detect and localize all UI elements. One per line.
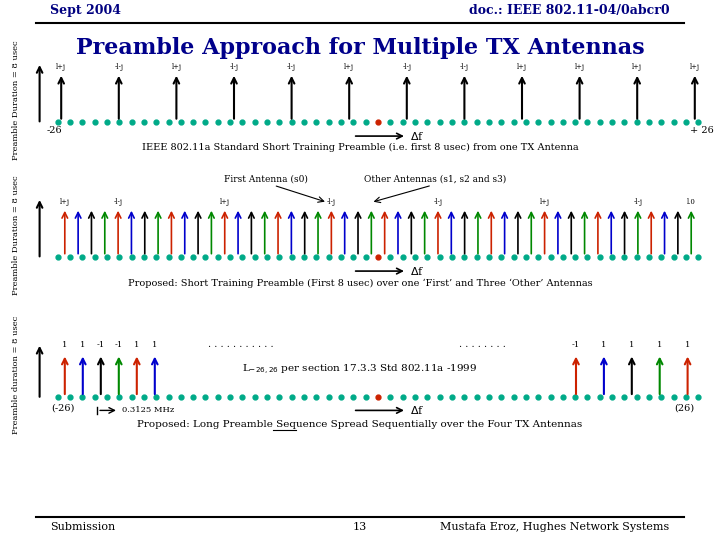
Text: L$_{-26,26}$ per section 17.3.3 Std 802.11a -1999: L$_{-26,26}$ per section 17.3.3 Std 802.… [243, 363, 477, 377]
Text: l+j: l+j [344, 63, 354, 71]
Text: Proposed: Short Training Preamble (First 8 usec) over one ‘First’ and Three ‘Oth: Proposed: Short Training Preamble (First… [127, 279, 593, 288]
Text: 1: 1 [657, 341, 662, 349]
Text: (-26): (-26) [52, 403, 75, 413]
Text: 1: 1 [629, 341, 634, 349]
Text: l+j: l+j [690, 63, 700, 71]
Text: 1: 1 [62, 341, 68, 349]
Text: Other Antennas (s1, s2 and s3): Other Antennas (s1, s2 and s3) [364, 175, 507, 184]
Text: Mustafa Eroz, Hughes Network Systems: Mustafa Eroz, Hughes Network Systems [441, 522, 670, 531]
Text: Preamble Duration = 8 usec: Preamble Duration = 8 usec [12, 40, 20, 160]
Text: Proposed:: Proposed: [304, 421, 360, 429]
Text: -1: -1 [96, 341, 105, 349]
Text: l+j: l+j [575, 63, 585, 71]
Text: Sept 2004: Sept 2004 [50, 4, 122, 17]
Text: l+j: l+j [632, 63, 642, 71]
Text: 1: 1 [685, 341, 690, 349]
Text: doc.: IEEE 802.11-04/0abcr0: doc.: IEEE 802.11-04/0abcr0 [469, 4, 670, 17]
Text: 13: 13 [353, 522, 367, 531]
Text: l+j: l+j [56, 63, 66, 71]
Text: Preamble Approach for Multiple TX Antennas: Preamble Approach for Multiple TX Antenn… [76, 37, 644, 58]
Text: -l-j: -l-j [433, 198, 443, 206]
Text: 1: 1 [152, 341, 158, 349]
Text: IEEE 802.11a Standard Short Training Preamble (i.e. first 8 usec) from one TX An: IEEE 802.11a Standard Short Training Pre… [142, 143, 578, 152]
Text: 1: 1 [601, 341, 606, 349]
Text: . . . . . . . . . . .: . . . . . . . . . . . [208, 340, 274, 349]
Text: 1: 1 [134, 341, 140, 349]
Text: -l-j: -l-j [327, 198, 336, 206]
Text: l+j: l+j [60, 198, 70, 206]
Text: -1: -1 [572, 341, 580, 349]
Text: -26: -26 [46, 126, 62, 136]
Text: l+j: l+j [517, 63, 527, 71]
Text: Preamble Duration = 8 usec: Preamble Duration = 8 usec [12, 175, 20, 295]
Text: (26): (26) [675, 403, 695, 413]
Text: l+j: l+j [539, 198, 549, 206]
Text: -l-j: -l-j [114, 63, 123, 71]
Text: -l-j: -l-j [287, 63, 296, 71]
Text: l+j: l+j [220, 198, 230, 206]
Text: Preamble duration = 8 usec: Preamble duration = 8 usec [12, 316, 20, 434]
Text: 1: 1 [80, 341, 86, 349]
Text: . . . . . . . .: . . . . . . . . [459, 340, 506, 349]
Text: -1: -1 [114, 341, 123, 349]
Text: First Antenna (s0): First Antenna (s0) [225, 175, 308, 184]
Text: 0.3125 MHz: 0.3125 MHz [122, 407, 175, 414]
Text: Submission: Submission [50, 522, 116, 531]
Text: $\Delta$f: $\Delta$f [410, 404, 425, 416]
Text: -l-j: -l-j [114, 198, 122, 206]
Text: -l-j: -l-j [460, 63, 469, 71]
Text: -l-j: -l-j [402, 63, 411, 71]
Text: -l-j: -l-j [634, 198, 642, 206]
Text: l+j: l+j [171, 63, 181, 71]
Text: + 26: + 26 [690, 126, 714, 136]
Text: $\Delta$f: $\Delta$f [410, 130, 425, 142]
Text: -l-j: -l-j [230, 63, 238, 71]
Text: Proposed: Long Preamble Sequence Spread Sequentially over the Four TX Antennas: Proposed: Long Preamble Sequence Spread … [138, 421, 582, 429]
Text: l.0: l.0 [687, 198, 696, 206]
Text: $\Delta$f: $\Delta$f [410, 265, 425, 277]
